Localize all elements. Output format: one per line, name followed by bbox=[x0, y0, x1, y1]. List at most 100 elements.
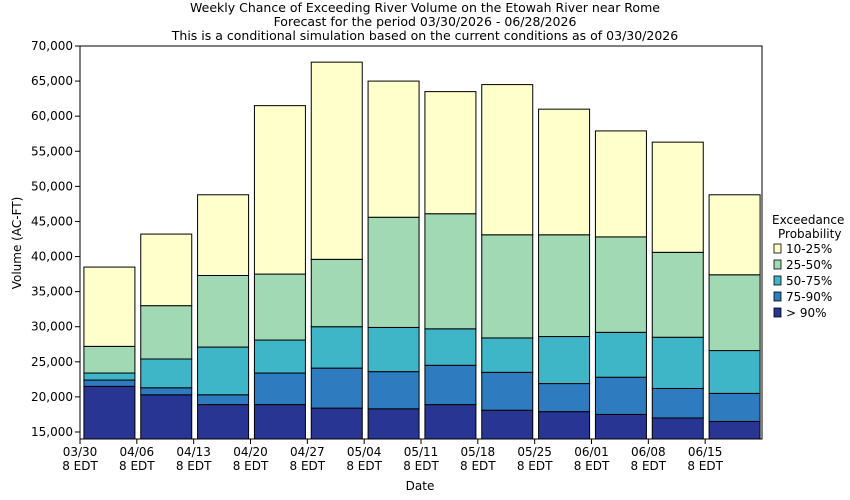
bar-segment bbox=[538, 234, 591, 338]
bar-segment bbox=[140, 387, 193, 396]
bar-segment bbox=[140, 358, 193, 389]
bar-segment bbox=[594, 331, 647, 378]
bar-segment bbox=[481, 371, 534, 411]
x-tick-label-time: 8 EDT bbox=[290, 459, 326, 473]
x-tick-label-time: 8 EDT bbox=[517, 459, 553, 473]
x-tick-label-time: 8 EDT bbox=[176, 459, 212, 473]
legend-entry-label: 10-25% bbox=[786, 242, 832, 256]
y-axis-label: Volume (AC-FT) bbox=[10, 197, 24, 290]
y-tick-label: 70,000 bbox=[31, 39, 73, 53]
legend-swatch bbox=[773, 275, 782, 286]
bar-segment bbox=[538, 411, 591, 440]
x-tick-label-date: 04/06 bbox=[120, 445, 155, 459]
bar-segment bbox=[310, 61, 363, 260]
bar-segment bbox=[367, 80, 420, 218]
bar-segment bbox=[367, 408, 420, 440]
legend-swatch bbox=[773, 291, 782, 302]
bar-segment bbox=[594, 376, 647, 415]
bar-segment bbox=[651, 387, 704, 419]
bar-segment bbox=[594, 130, 647, 238]
x-tick-label-date: 05/25 bbox=[517, 445, 552, 459]
chart-title-line-3: This is a conditional simulation based o… bbox=[171, 28, 678, 43]
bar-segment bbox=[651, 141, 704, 253]
bar-segment bbox=[197, 346, 250, 396]
x-tick-label-date: 03/30 bbox=[63, 445, 98, 459]
x-tick-label-time: 8 EDT bbox=[119, 459, 155, 473]
bar-segment bbox=[481, 84, 534, 236]
bar-segment bbox=[83, 345, 136, 374]
legend-title-line-1: Exceedance bbox=[772, 213, 844, 227]
bar-segment bbox=[708, 194, 761, 276]
bar-segment bbox=[538, 336, 591, 385]
x-tick-label-time: 8 EDT bbox=[460, 459, 496, 473]
bar-segment bbox=[708, 274, 761, 352]
bar-segment bbox=[424, 213, 477, 330]
x-tick-label-date: 04/27 bbox=[290, 445, 325, 459]
bar-segment bbox=[594, 236, 647, 333]
bar-segment bbox=[651, 251, 704, 338]
legend-swatch bbox=[773, 307, 782, 318]
x-tick-label-date: 04/13 bbox=[176, 445, 211, 459]
x-tick-label-time: 8 EDT bbox=[233, 459, 269, 473]
y-tick-label: 35,000 bbox=[31, 285, 73, 299]
x-tick-label-time: 8 EDT bbox=[403, 459, 439, 473]
x-tick-label-time: 8 EDT bbox=[62, 459, 98, 473]
bar-segment bbox=[651, 336, 704, 389]
y-tick-label: 50,000 bbox=[31, 179, 73, 193]
x-tick-label-time: 8 EDT bbox=[574, 459, 610, 473]
bar-segment bbox=[367, 216, 420, 328]
bar-segment bbox=[83, 266, 136, 347]
x-tick-label-date: 06/08 bbox=[631, 445, 666, 459]
bar-segment bbox=[481, 337, 534, 373]
y-tick-label: 25,000 bbox=[31, 355, 73, 369]
legend-entry-label: > 90% bbox=[786, 306, 827, 320]
bar-segment bbox=[708, 350, 761, 394]
x-tick-label-date: 06/01 bbox=[574, 445, 609, 459]
x-tick-label-time: 8 EDT bbox=[631, 459, 667, 473]
bar-segment bbox=[197, 194, 250, 276]
bar-segment bbox=[367, 371, 420, 410]
bar-segment bbox=[538, 108, 591, 236]
bar-segment bbox=[253, 105, 306, 275]
legend-entry-label: 75-90% bbox=[786, 290, 832, 304]
x-tick-label-date: 05/04 bbox=[347, 445, 382, 459]
x-tick-label-date: 05/18 bbox=[461, 445, 496, 459]
bar-segment bbox=[83, 385, 136, 440]
bar-segment bbox=[310, 326, 363, 369]
x-axis-label: Date bbox=[406, 479, 435, 493]
bar-segment bbox=[83, 372, 136, 381]
y-tick-label: 20,000 bbox=[31, 390, 73, 404]
bar-segment bbox=[140, 233, 193, 307]
legend-entry-label: 25-50% bbox=[786, 258, 832, 272]
bar-segment bbox=[481, 409, 534, 440]
bars-group bbox=[83, 61, 761, 440]
bar-segment bbox=[310, 367, 363, 409]
bar-segment bbox=[651, 417, 704, 440]
bar-segment bbox=[708, 392, 761, 422]
bar-segment bbox=[197, 274, 250, 348]
chart-title-line-2: Forecast for the period 03/30/2026 - 06/… bbox=[274, 14, 577, 29]
y-tick-label: 30,000 bbox=[31, 320, 73, 334]
bar-segment bbox=[538, 383, 591, 413]
bar-segment bbox=[253, 404, 306, 440]
bar-segment bbox=[253, 372, 306, 406]
bar-segment bbox=[310, 407, 363, 440]
x-tick-label-date: 06/15 bbox=[688, 445, 723, 459]
bar-segment bbox=[594, 413, 647, 440]
y-tick-label: 40,000 bbox=[31, 250, 73, 264]
bar-segment bbox=[197, 394, 250, 406]
y-tick-label: 45,000 bbox=[31, 214, 73, 228]
bar-segment bbox=[424, 364, 477, 406]
y-tick-label: 55,000 bbox=[31, 144, 73, 158]
x-tick-label-date: 05/11 bbox=[404, 445, 439, 459]
legend-title-line-2: Probability bbox=[778, 227, 841, 241]
bar-segment bbox=[140, 305, 193, 360]
bar-segment bbox=[140, 394, 193, 440]
legend: Exceedance Probability 10-25% 25-50% 50-75… bbox=[772, 213, 844, 320]
legend-swatch bbox=[773, 259, 782, 270]
bar-segment bbox=[367, 326, 420, 373]
bar-segment bbox=[708, 420, 761, 440]
x-tick-label-date: 04/20 bbox=[233, 445, 268, 459]
x-tick-label-time: 8 EDT bbox=[346, 459, 382, 473]
